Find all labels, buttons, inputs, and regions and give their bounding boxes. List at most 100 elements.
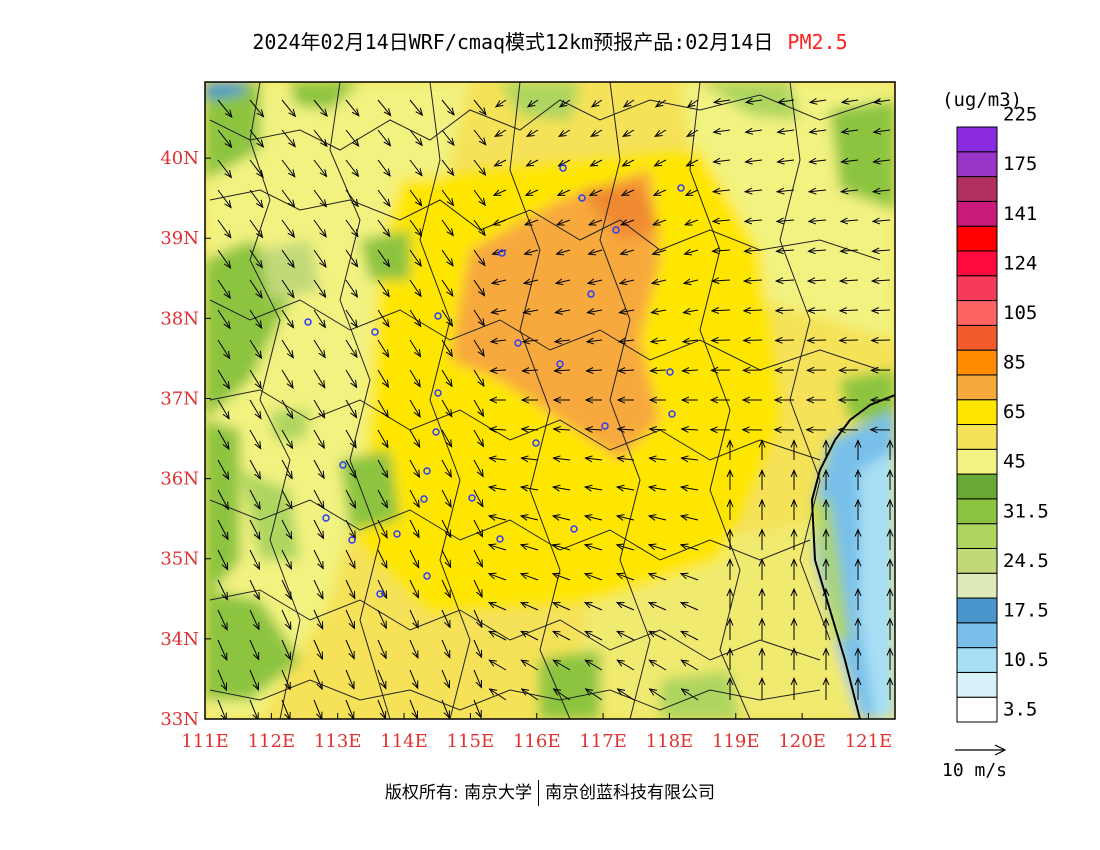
legend-color-cell	[956, 572, 998, 599]
wind-arrow	[473, 309, 484, 326]
x-tick-label: 119E	[712, 731, 760, 752]
wind-arrow	[808, 310, 827, 311]
wind-arrow	[745, 250, 763, 251]
legend-tick-label: 141	[1003, 203, 1037, 225]
wind-arrow	[473, 519, 483, 537]
wind-arrow	[587, 310, 603, 313]
wind-arrow	[473, 129, 486, 145]
station-marker	[612, 226, 620, 234]
wind-arrow	[217, 309, 230, 328]
wind-arrow	[585, 660, 603, 671]
wind-arrow	[409, 219, 422, 236]
wind-arrow	[776, 280, 795, 281]
wind-arrow	[624, 99, 635, 107]
wind-arrow	[585, 603, 603, 611]
wind-arrow	[409, 189, 422, 206]
wind-arrow	[345, 309, 357, 327]
wind-arrow	[560, 99, 571, 107]
wind-arrow	[217, 249, 231, 268]
legend-tick-label: 17.5	[1003, 599, 1049, 621]
wind-arrow	[281, 309, 294, 328]
legend-tick-label: 3.5	[1003, 699, 1037, 721]
y-tick-label: 35N	[160, 549, 199, 570]
wind-arrow	[409, 669, 418, 688]
wind-arrow	[714, 130, 731, 132]
wind-arrow	[345, 189, 358, 206]
wind-arrow	[345, 99, 359, 116]
wind-arrow	[281, 609, 291, 629]
wind-arrow	[553, 660, 571, 671]
wind-arrow	[553, 487, 571, 490]
wind-arrow	[249, 399, 261, 419]
wind-arrow	[490, 370, 507, 371]
wind-arrow	[249, 639, 259, 660]
copyright-line: 版权所有: 南京大学 南京创蓝科技有限公司	[0, 778, 1100, 806]
wind-arrow	[217, 189, 231, 208]
wind-arrow	[345, 249, 358, 267]
x-tick-label: 117E	[579, 731, 627, 752]
wind-arrow	[281, 399, 293, 418]
wind-arrow	[617, 631, 635, 641]
wind-arrow	[685, 250, 699, 254]
y-tick-label: 40N	[160, 148, 199, 169]
wind-arrow	[313, 549, 323, 569]
wind-arrow	[377, 609, 386, 628]
wind-arrow	[441, 519, 451, 537]
legend-color-cell	[956, 448, 998, 475]
wind-arrow	[491, 340, 507, 342]
wind-arrow	[409, 459, 420, 477]
wind-arrow	[527, 129, 539, 136]
wind-arrow	[441, 489, 451, 507]
wind-arrow	[313, 189, 326, 207]
wind-arrow	[473, 249, 485, 266]
wind-arrow	[682, 689, 699, 701]
wind-arrow	[473, 189, 485, 205]
wind-arrow	[778, 100, 795, 102]
legend-tick-label: 105	[1003, 302, 1037, 324]
wind-arrow	[559, 129, 571, 136]
legend-color-cell	[956, 225, 998, 252]
wind-arrow	[776, 340, 795, 341]
legend-tick-label: 65	[1003, 401, 1026, 423]
wind-arrow	[473, 579, 482, 597]
wind-arrow	[377, 99, 391, 116]
wind-arrow	[345, 489, 356, 508]
wind-arrow	[377, 309, 389, 327]
wind-arrow	[313, 129, 327, 146]
wind-arrow	[313, 519, 324, 538]
wind-arrow	[872, 280, 891, 281]
wind-arrow	[249, 699, 258, 719]
wind-arrow	[473, 339, 484, 356]
legend-color-cell	[956, 374, 998, 401]
wind-arrow	[623, 129, 635, 136]
wind-arrow	[617, 603, 635, 611]
station-marker	[514, 339, 522, 347]
wind-arrow	[521, 545, 539, 551]
y-tick-label: 37N	[160, 388, 199, 409]
wind-arrow	[681, 660, 699, 671]
wind-arrow	[586, 370, 603, 371]
wind-arrow	[473, 369, 484, 386]
wind-arrow	[473, 99, 486, 115]
wind-arrow	[409, 279, 421, 296]
wind-arrow	[523, 340, 539, 342]
wind-arrow	[687, 129, 699, 136]
wind-arrow	[495, 129, 507, 136]
wind-arrow	[872, 310, 891, 311]
city-station-markers	[304, 164, 685, 598]
wind-arrow	[217, 159, 231, 177]
wind-arrow	[249, 99, 264, 117]
wind-arrow	[842, 130, 859, 132]
wind-arrow	[313, 279, 326, 297]
wind-arrow	[553, 516, 571, 520]
wind-arrow	[777, 220, 795, 222]
station-marker	[423, 572, 431, 580]
wind-arrow	[653, 250, 667, 254]
wind-arrow	[441, 399, 452, 417]
wind-arrow	[745, 220, 763, 222]
wind-arrow	[585, 516, 603, 520]
wind-arrow	[493, 220, 507, 225]
wind-arrow	[809, 250, 827, 251]
legend-color-cell	[956, 597, 998, 624]
wind-arrow	[712, 280, 731, 281]
